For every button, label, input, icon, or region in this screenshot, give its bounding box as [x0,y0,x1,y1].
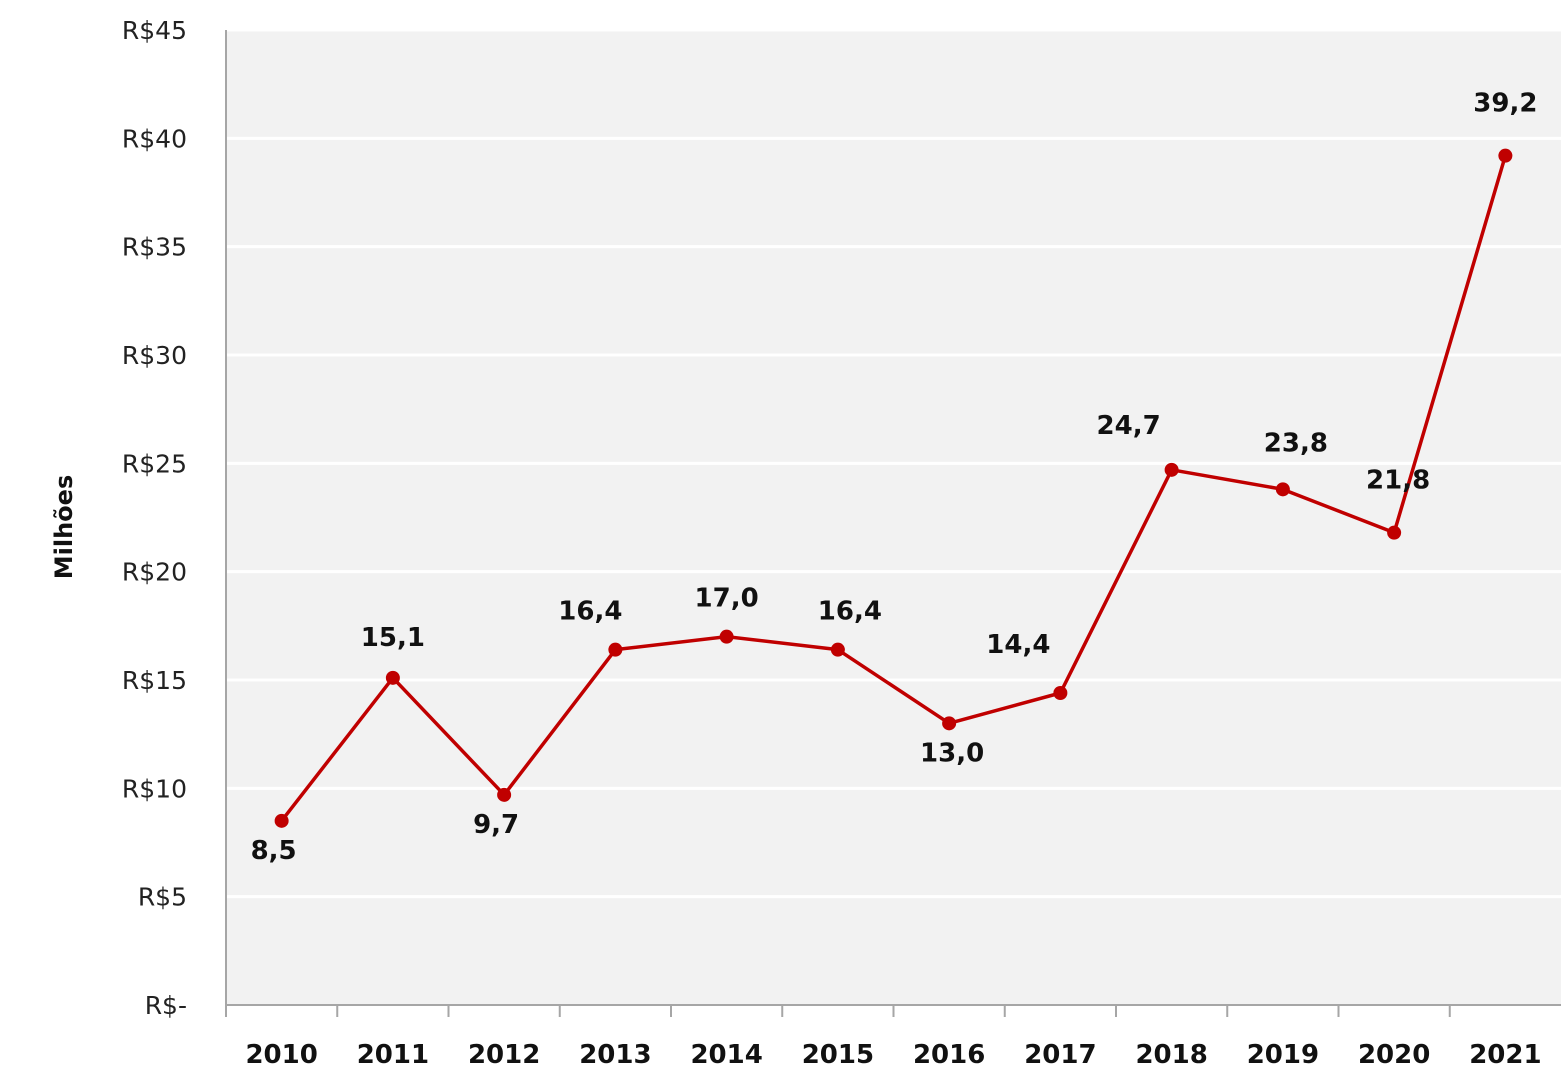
data-label: 39,2 [1473,89,1537,119]
x-tick-label: 2013 [579,1040,651,1070]
plot-area [226,30,1561,1005]
data-label: 16,4 [818,597,882,627]
x-tick-label: 2019 [1247,1040,1319,1070]
data-label: 23,8 [1264,428,1328,458]
data-label: 14,4 [986,630,1050,660]
data-point [1275,482,1290,497]
x-tick-label: 2010 [245,1040,317,1070]
x-tick-label: 2014 [690,1040,762,1070]
data-label: 24,7 [1097,411,1161,441]
data-point [1387,525,1402,540]
data-point [719,629,734,644]
x-tick-label: 2021 [1469,1040,1541,1070]
data-point [497,787,512,802]
axes [225,30,1561,1017]
x-tick-label: 2012 [468,1040,540,1070]
data-point [1164,462,1179,477]
data-point [1498,148,1513,163]
x-tick-label: 2016 [913,1040,985,1070]
data-points [274,148,1513,828]
data-labels: 8,5 15,1 9,7 16,4 17,0 16,4 13,0 14,4 24,7 23,8 21… [251,89,1538,866]
data-label: 8,5 [251,836,297,866]
data-point [1053,686,1068,700]
y-tick-label: R$20 [122,558,187,587]
data-label: 21,8 [1366,466,1430,496]
data-label: 13,0 [920,738,984,768]
x-tick-label: 2020 [1358,1040,1430,1070]
y-tick-label: R$- [145,991,187,1020]
data-point [385,670,400,685]
x-tick-label: 2017 [1024,1040,1096,1070]
y-tick-label: R$35 [122,233,187,262]
y-tick-label: R$25 [122,449,187,478]
x-tick-label: 2015 [802,1040,874,1070]
x-axis-tick-labels: 2010 2011 2012 2013 2014 2015 2016 2017 2018 2019… [245,1040,1541,1070]
gridlines [226,28,1561,899]
data-point [830,642,845,657]
series-polyline [280,155,1508,822]
y-tick-label: R$30 [122,341,187,370]
data-label: 17,0 [695,584,759,614]
x-tick-label: 2011 [357,1040,429,1070]
y-tick-label: R$10 [122,774,187,803]
data-label: 16,4 [558,597,622,627]
data-label: 9,7 [473,810,519,840]
data-point [942,716,957,731]
x-tick-label: 2018 [1135,1040,1207,1070]
y-tick-label: R$40 [122,124,187,153]
data-label: 15,1 [361,623,425,653]
y-tick-label: R$5 [138,883,187,912]
y-axis-tick-labels: R$- R$5 R$10 R$15 R$20 R$25 R$30 R$35 R$40 R$45 [122,16,187,1020]
data-point [274,813,289,828]
y-tick-label: R$45 [122,16,187,45]
y-tick-label: R$15 [122,666,187,695]
series-line [280,155,1508,822]
y-axis-title: Milhões [50,475,78,579]
data-point [608,642,623,657]
